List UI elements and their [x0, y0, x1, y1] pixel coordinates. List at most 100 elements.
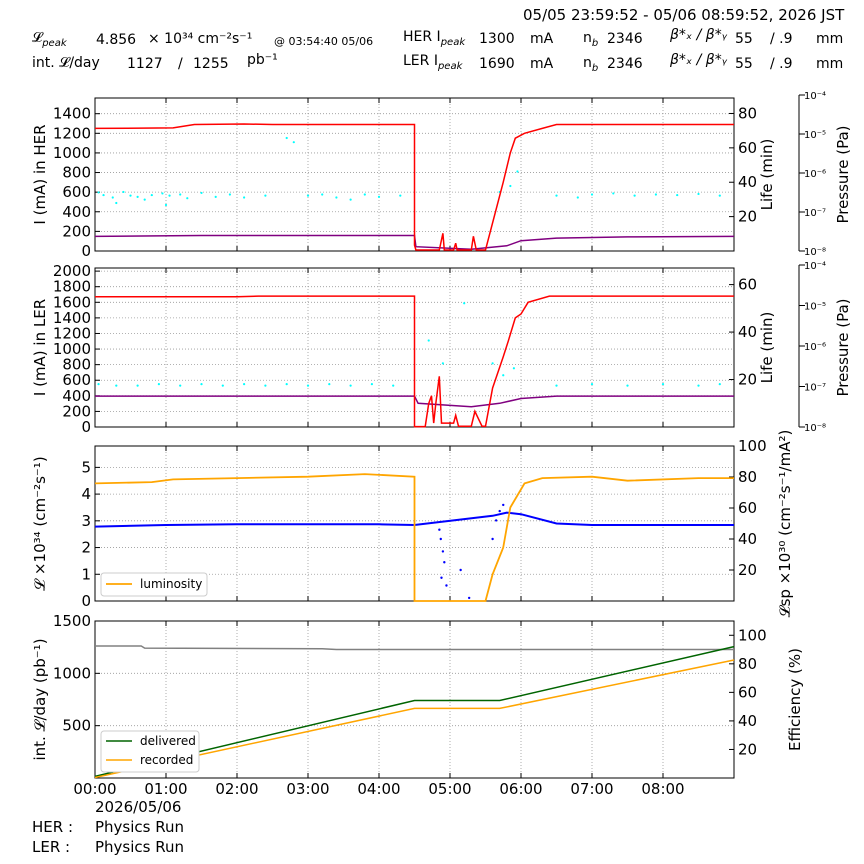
- specific-tick-label: 60: [738, 499, 757, 517]
- pressure-point: [349, 198, 352, 201]
- efficiency-tick-label: 80: [738, 655, 757, 673]
- y-tick-label: 1600: [53, 293, 91, 311]
- pressure-point: [186, 197, 189, 200]
- pressure-tick-label: 10⁻⁵: [804, 302, 826, 313]
- her-beta-unit: mm: [816, 31, 844, 47]
- her-nb-sub: b: [591, 37, 599, 49]
- specific-point: [459, 568, 462, 572]
- pressure-point: [243, 196, 246, 199]
- ler-beta-y: / .9: [770, 56, 793, 72]
- life-axis-label: Life (min): [758, 139, 776, 211]
- series-delivered-line: [94, 645, 735, 778]
- specific-axis-label: 𝓛sp ×10³⁰ (cm⁻²s⁻¹/mA²): [776, 430, 794, 618]
- x-tick-label: 08:00: [641, 780, 684, 798]
- lpeak-time: @ 03:54:40 05/06: [274, 35, 374, 48]
- her-beta-x: 55: [735, 31, 753, 47]
- y-tick-label: 400: [62, 387, 91, 405]
- x-tick-label: 06:00: [499, 780, 542, 798]
- pressure-point: [136, 384, 139, 387]
- pressure-point: [516, 170, 519, 173]
- intl-slash: /: [178, 56, 183, 72]
- her-ipeak-text: HER I: [403, 29, 441, 45]
- y-tick-label: 2: [81, 539, 91, 557]
- her-beta-y: / .9: [770, 31, 793, 47]
- pressure-tick-label: 10⁻⁸: [804, 423, 826, 434]
- specific-tick-label: 100: [738, 437, 767, 455]
- intl-unit: pb⁻¹: [247, 52, 278, 68]
- specific-tick-label: 40: [738, 530, 757, 548]
- pressure-point: [661, 383, 665, 386]
- pressure-tick-label: 10⁻⁴: [804, 91, 826, 102]
- y-tick-label: 1200: [53, 324, 91, 342]
- ler-beta-label: β*ₓ / β*ᵧ: [670, 52, 727, 68]
- y-tick-label: 5: [81, 458, 91, 476]
- pressure-point: [512, 367, 516, 370]
- specific-tick-label: 80: [738, 468, 757, 486]
- y-tick-label: 400: [62, 203, 91, 221]
- y-tick-label: 0: [81, 242, 91, 260]
- specific-point: [467, 596, 471, 600]
- lpeak-unit: × 10³⁴ cm⁻²s⁻¹: [148, 31, 253, 47]
- x-tick-label: 04:00: [357, 780, 400, 798]
- her-ipeak-sub: peak: [440, 36, 466, 48]
- pressure-point: [509, 184, 512, 188]
- intl-delivered: 1127: [127, 56, 163, 72]
- efficiency-tick-label: 20: [738, 740, 757, 758]
- intl-label: int. 𝓛/day: [32, 55, 100, 71]
- pressure-point: [264, 384, 267, 387]
- y-tick-label: 0: [81, 418, 91, 436]
- her-nb-value: 2346: [607, 31, 643, 47]
- y-axis-label: I (mA) in HER: [31, 124, 49, 224]
- pressure-point: [590, 383, 594, 386]
- pressure-point: [576, 196, 579, 199]
- her-status-label: HER :: [32, 818, 74, 836]
- pressure-tick-label: 10⁻⁶: [804, 342, 826, 353]
- y-tick-label: 1: [81, 565, 91, 583]
- pressure-point: [654, 193, 658, 196]
- pressure-point: [179, 384, 182, 387]
- y-tick-label: 1000: [53, 144, 91, 162]
- pressure-point: [676, 193, 679, 197]
- pressure-point: [129, 194, 132, 197]
- pressure-tick-label: 10⁻⁷: [804, 383, 826, 394]
- pressure-point: [370, 383, 373, 386]
- y-tick-label: 0: [81, 592, 91, 610]
- pressure-point: [363, 193, 366, 196]
- pressure-point: [102, 193, 105, 197]
- y-tick-label: 1400: [53, 105, 91, 123]
- y-tick-label: 200: [62, 402, 91, 420]
- ler-nb-sub: b: [591, 62, 599, 74]
- pressure-point: [392, 384, 395, 387]
- pressure-point: [214, 195, 217, 198]
- y-tick-label: 1500: [53, 612, 91, 630]
- pressure-point: [555, 384, 558, 387]
- pressure-point: [626, 384, 629, 387]
- y-tick-label: 3: [81, 512, 91, 530]
- pressure-point: [633, 194, 636, 197]
- life-tick-label: 60: [738, 276, 757, 294]
- life-tick-label: 60: [738, 139, 757, 157]
- y-axis-label: int. 𝓛/day (pb⁻¹): [31, 638, 49, 760]
- pressure-point: [200, 383, 203, 386]
- y-tick-label: 2000: [53, 262, 91, 280]
- her-beta-label: β*ₓ / β*ᵧ: [670, 27, 727, 43]
- pressure-point: [718, 194, 721, 197]
- y-axis-label: 𝓛 ×10³⁴ (cm⁻²s⁻¹): [31, 456, 49, 590]
- life-tick-label: 80: [738, 104, 757, 122]
- efficiency-tick-label: 60: [738, 683, 757, 701]
- pressure-point: [243, 383, 246, 386]
- pressure-point: [612, 192, 615, 195]
- lpeak-value: 4.856: [96, 32, 137, 48]
- specific-point: [441, 550, 445, 553]
- pressure-point: [718, 383, 721, 386]
- pressure-point: [285, 136, 288, 140]
- x-tick-label: 03:00: [286, 780, 329, 798]
- ler-beta-x: 55: [735, 56, 753, 72]
- pressure-point: [491, 362, 494, 365]
- pressure-tick-label: 10⁻⁴: [804, 261, 826, 272]
- ler-nb-text: n: [583, 55, 592, 71]
- y-tick-label: 1200: [53, 124, 91, 142]
- chart-title: 05/05 23:59:52 - 05/06 08:59:52, 2026 JS…: [523, 6, 845, 24]
- pressure-point: [97, 191, 100, 194]
